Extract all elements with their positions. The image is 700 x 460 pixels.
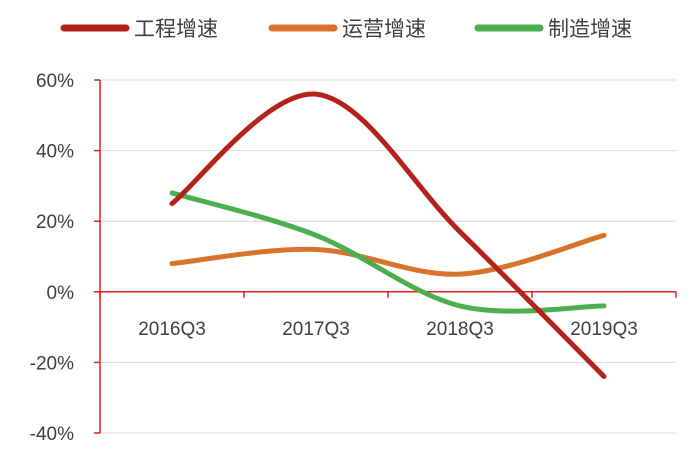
x-tick-label: 2018Q3 bbox=[426, 319, 494, 340]
x-tick-labels: 2016Q3 2017Q3 2018Q3 2019Q3 bbox=[138, 319, 638, 340]
series-line bbox=[169, 91, 607, 380]
y-tick-label: 40% bbox=[36, 142, 74, 163]
y-tick-labels: 60% 40% 20% 0% -20% -40% bbox=[30, 71, 74, 445]
legend-label: 工程增速 bbox=[134, 17, 218, 41]
y-tick-label: 0% bbox=[47, 283, 75, 304]
y-tick-label: 60% bbox=[36, 71, 74, 92]
series-line bbox=[169, 232, 607, 277]
series-lines bbox=[169, 91, 607, 380]
y-tick-label: -20% bbox=[30, 353, 74, 374]
legend-label: 制造增速 bbox=[548, 17, 632, 41]
x-tick-label: 2019Q3 bbox=[570, 319, 638, 340]
axes bbox=[94, 79, 677, 434]
x-tick-label: 2017Q3 bbox=[282, 319, 350, 340]
x-tick-label: 2016Q3 bbox=[138, 319, 206, 340]
y-tick-label: -40% bbox=[30, 424, 74, 445]
y-tick-label: 20% bbox=[36, 212, 74, 233]
gridlines bbox=[100, 79, 676, 434]
legend: 工程增速 运营增速 制造增速 bbox=[60, 17, 632, 41]
legend-label: 运营增速 bbox=[342, 17, 426, 41]
